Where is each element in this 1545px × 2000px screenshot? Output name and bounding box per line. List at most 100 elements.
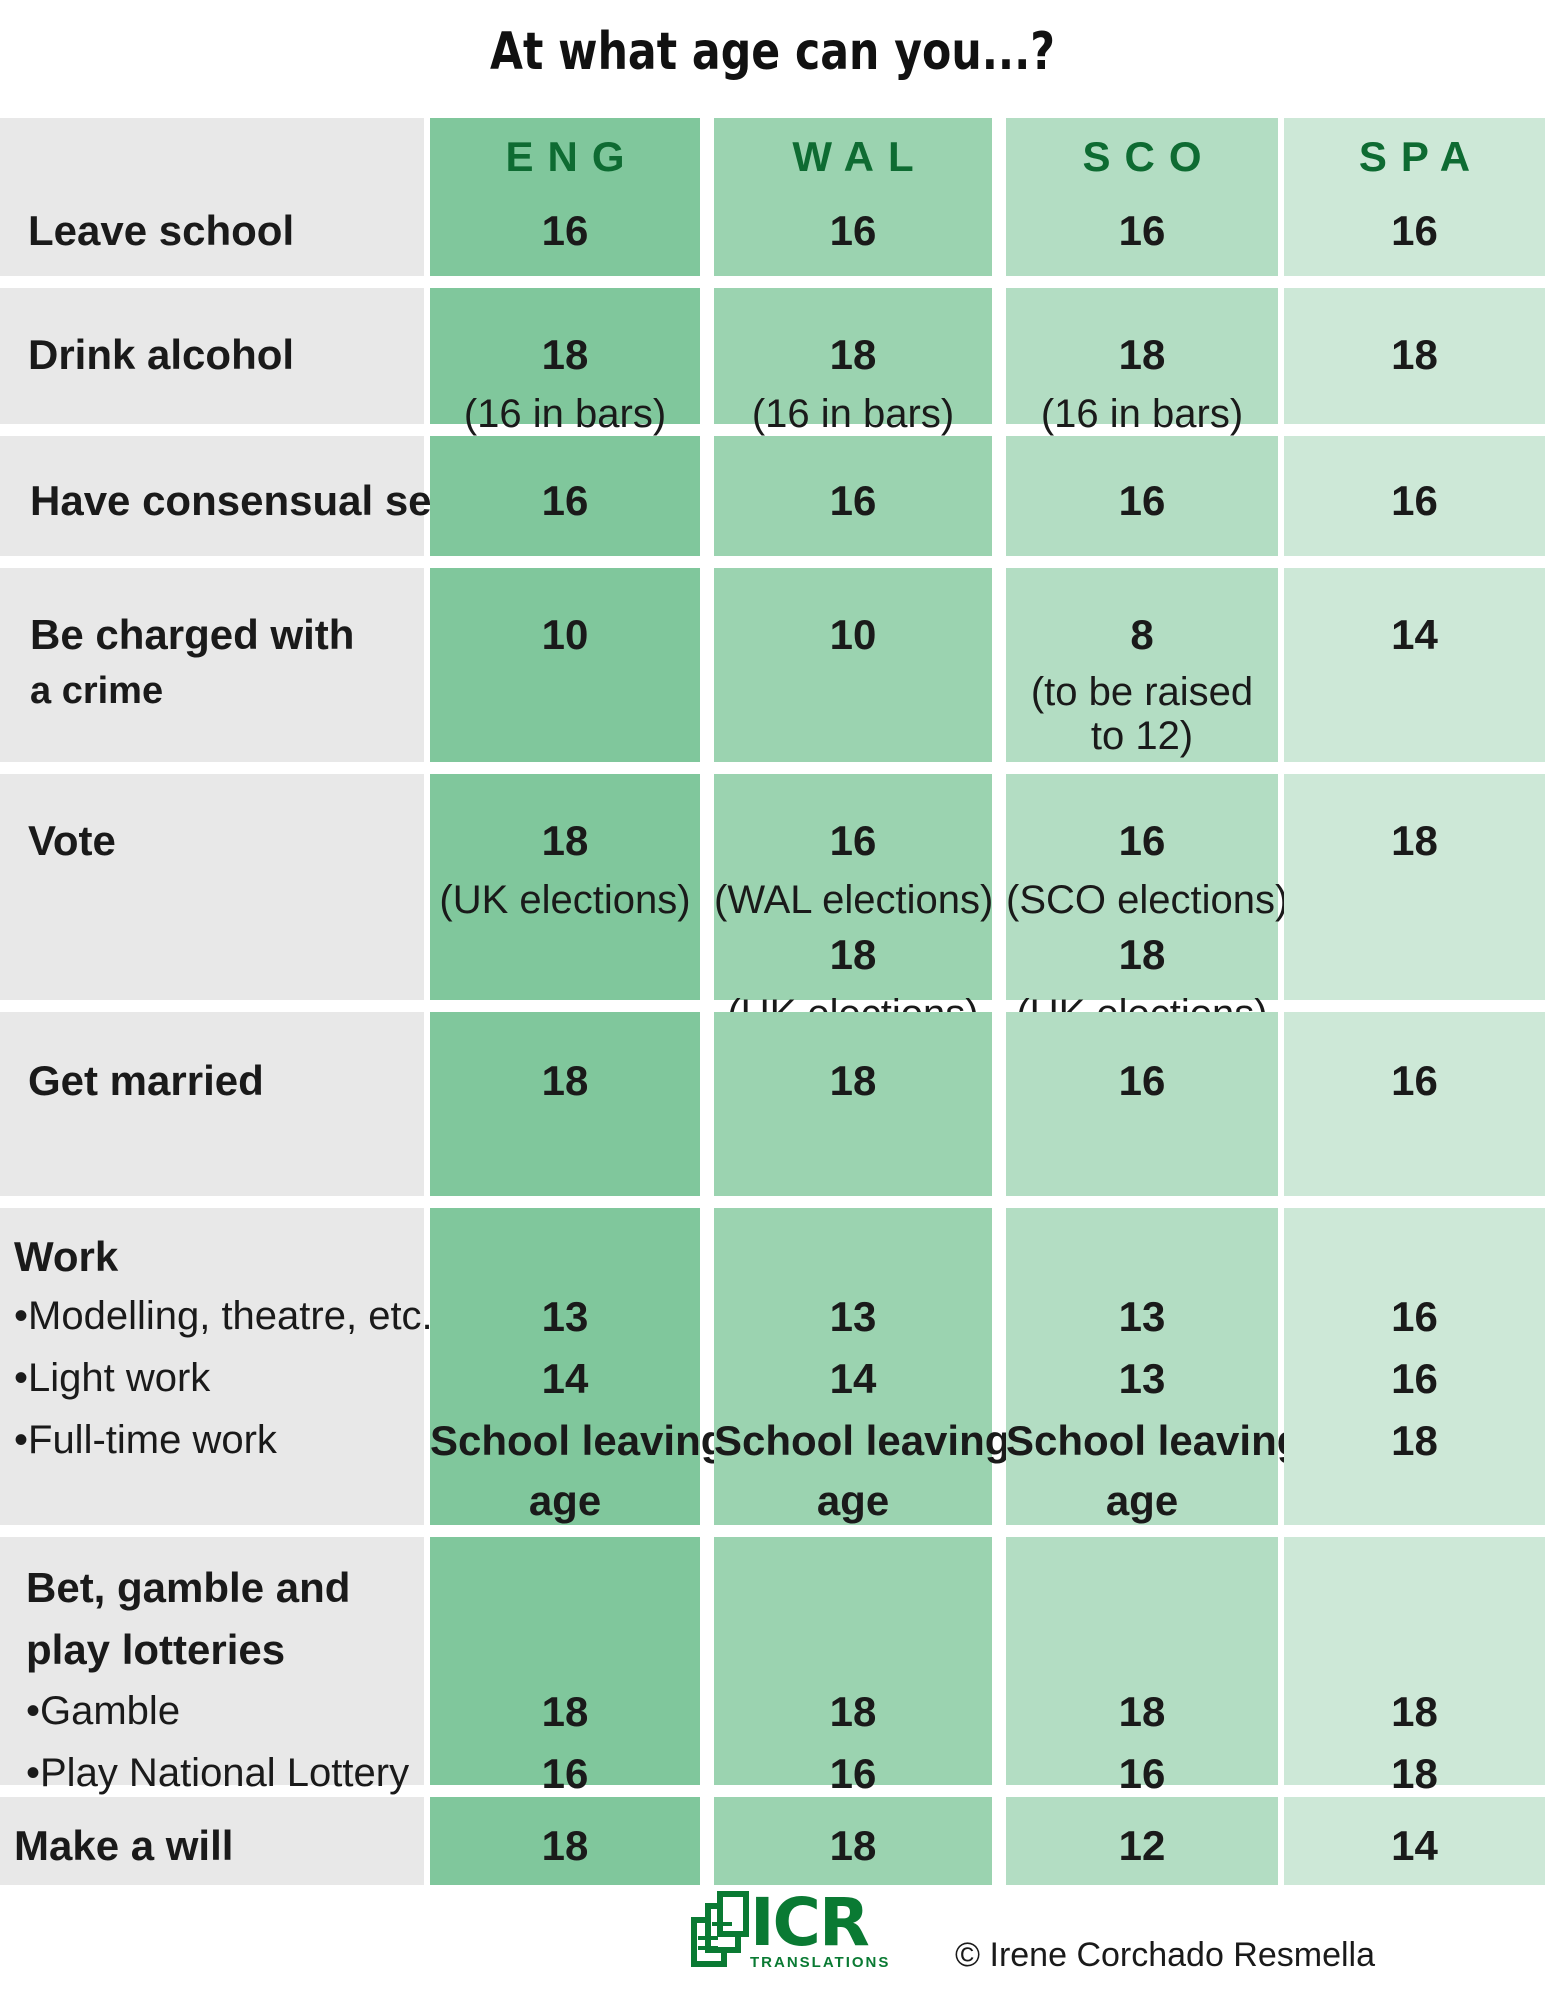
value-cell-wal: 10 — [714, 568, 992, 762]
page-title: At what age can you...? — [489, 22, 1056, 82]
value-text: age — [528, 1477, 602, 1524]
row-label-cell: Leave school — [0, 118, 424, 276]
value-cell-wal: 18 16 — [714, 1537, 992, 1795]
value-text: 18 — [1118, 1688, 1166, 1735]
value-note: (SCO elections) — [1006, 878, 1289, 922]
value-text: 14 — [1391, 1822, 1438, 1869]
value-note: (16 in bars) — [1040, 392, 1244, 436]
row-label-text: •Light work — [14, 1356, 211, 1400]
value-cell-eng: 18 (16 in bars) — [430, 288, 700, 434]
value-text: 16 — [829, 817, 877, 864]
value-text: 13 — [1118, 1355, 1166, 1402]
row-label-text: Drink alcohol — [28, 331, 295, 378]
row-label-text: Work — [14, 1233, 119, 1280]
row-label-cell: Vote — [0, 774, 424, 1000]
row-label-cell: Bet, gamble and play lotteries •Gamble •Pla… — [0, 1537, 424, 1793]
value-cell-wal: 16 — [714, 436, 992, 556]
value-text: 18 — [1118, 331, 1166, 378]
value-cell-sco: 13 13 School leaving age — [1006, 1208, 1303, 1525]
value-cell-eng: 13 14 School leaving age — [430, 1208, 727, 1525]
value-text: 16 — [1118, 1057, 1166, 1104]
column-header: SPA — [1358, 133, 1485, 180]
row-label-text: •Play National Lottery — [26, 1751, 410, 1795]
row-label-text: Make a will — [14, 1822, 234, 1869]
value-text: 18 — [541, 817, 589, 864]
value-text: 14 — [829, 1355, 877, 1402]
row-label-cell: Make a will — [0, 1797, 424, 1885]
row-label-text: •Modelling, theatre, etc. — [14, 1294, 433, 1338]
value-cell-eng: ENG 16 — [430, 118, 700, 276]
value-text: 13 — [829, 1293, 877, 1340]
value-cell-wal: 16(WAL elections)18(UK elections) — [714, 774, 993, 1034]
value-text: 18 — [829, 1057, 877, 1104]
value-text: 18 — [1391, 817, 1438, 864]
value-text: 16 — [1391, 477, 1438, 524]
value-cell-sco: 16 — [1006, 436, 1278, 556]
row-label-text: Get married — [28, 1057, 264, 1104]
value-cell-spa: 16 — [1284, 1012, 1545, 1196]
value-text: 10 — [829, 611, 877, 658]
value-text: 12 — [1118, 1822, 1166, 1869]
value-text: School leaving — [430, 1417, 727, 1464]
row-label-cell: Have consensual sex — [0, 436, 455, 556]
value-cell-spa: 16 — [1284, 436, 1545, 556]
value-text: School leaving — [714, 1417, 1011, 1464]
value-note: (16 in bars) — [751, 392, 955, 436]
value-cell-wal: 18 — [714, 1797, 992, 1885]
value-cell-sco: SCO 16 — [1006, 118, 1278, 276]
value-cell-spa: 18 — [1284, 774, 1545, 1000]
value-text: 16 — [1391, 1355, 1438, 1402]
value-text: 14 — [541, 1355, 589, 1402]
row-label-text: Have consensual sex — [30, 477, 455, 524]
value-text: 18 — [829, 331, 877, 378]
value-cell-spa: 18 — [1284, 288, 1545, 424]
value-text: 16 — [829, 477, 877, 524]
value-cell-eng: 16 — [430, 436, 700, 556]
value-text: 16 — [1391, 1057, 1438, 1104]
value-cell-eng: 18 — [430, 1797, 700, 1885]
value-cell-eng: 18 (UK elections) — [430, 774, 700, 1000]
value-text: 18 — [1391, 1417, 1438, 1464]
row-label-cell: Be charged with a crime — [0, 568, 424, 762]
value-text: 13 — [1118, 1293, 1166, 1340]
value-text: School leaving — [1006, 1417, 1303, 1464]
value-text: 18 — [541, 331, 589, 378]
value-text: 18 — [829, 1688, 877, 1735]
value-text: 18 — [1391, 1750, 1438, 1797]
logo-text: ICR — [750, 1884, 870, 1961]
value-note: to 12) — [1090, 714, 1194, 758]
row-label-text: Vote — [28, 817, 116, 864]
value-text: 16 — [1118, 477, 1166, 524]
value-cell-spa: 14 — [1284, 568, 1545, 762]
row-label-text: •Gamble — [26, 1689, 181, 1733]
column-header: WAL — [792, 133, 928, 180]
column-header: ENG — [505, 133, 639, 180]
value-text: 18 — [541, 1822, 589, 1869]
value-cell-spa: 16 16 18 — [1284, 1208, 1545, 1525]
value-text: 18 — [829, 931, 877, 978]
value-text: 16 — [1118, 207, 1166, 254]
value-cell-sco: 18 (16 in bars) — [1006, 288, 1278, 434]
row-label-cell: Get married — [0, 1012, 424, 1196]
value-text: 18 — [1118, 931, 1166, 978]
value-cell-eng: 18 16 — [430, 1537, 700, 1795]
value-text: 16 — [1391, 207, 1438, 254]
value-cell-spa: 14 — [1284, 1797, 1545, 1885]
row-label-text: a crime — [30, 670, 164, 712]
value-text: 18 — [541, 1057, 589, 1104]
copyright: © Irene Corchado Resmella — [955, 1936, 1376, 1974]
value-note: (16 in bars) — [463, 392, 667, 436]
row-label-text: Be charged with — [30, 611, 355, 658]
value-text: 10 — [541, 611, 589, 658]
value-text: 18 — [1391, 1688, 1438, 1735]
row-label-text: Bet, gamble and — [26, 1564, 351, 1611]
value-cell-eng: 10 — [430, 568, 700, 762]
value-cell-sco: 8 (to be raised to 12) — [1006, 568, 1278, 762]
document-stack-icon — [691, 1891, 749, 1967]
row-label-text: play lotteries — [26, 1626, 286, 1673]
value-cell-spa: 18 18 — [1284, 1537, 1545, 1795]
value-text: 18 — [829, 1822, 877, 1869]
value-text: 16 — [541, 1750, 589, 1797]
value-text: 13 — [541, 1293, 589, 1340]
value-cell-sco: 16(SCO elections)18(UK elections) — [1006, 774, 1289, 1034]
